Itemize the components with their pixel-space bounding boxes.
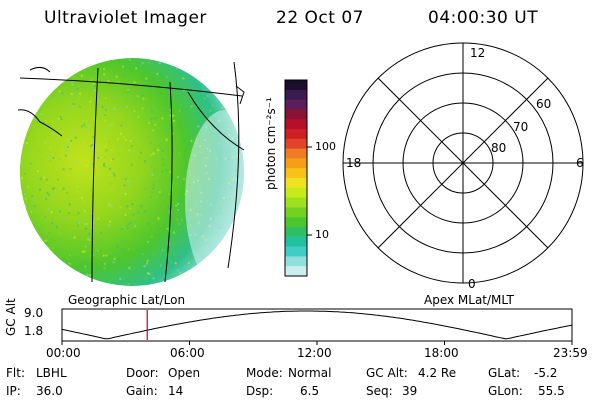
gain-label: Gain: xyxy=(126,384,158,398)
dsp-value: 6.5 xyxy=(300,384,320,398)
colorbar-segment xyxy=(285,178,307,189)
timeline-xtick-2359: 23:59 xyxy=(553,346,588,360)
glon-label: GLon: xyxy=(488,384,523,398)
colorbar-segment xyxy=(285,148,307,159)
date-label: 22 Oct 07 xyxy=(276,8,364,28)
door-value: Open xyxy=(168,366,201,380)
colorbar-segment xyxy=(285,197,307,208)
colorbar-segment xyxy=(285,158,307,169)
colorbar-segment xyxy=(285,246,307,257)
timeline-ylabel: GC Alt xyxy=(4,298,18,336)
geographic-caption: Geographic Lat/Lon xyxy=(68,293,186,307)
glat-label: GLat: xyxy=(488,366,521,380)
time-label: 04:00:30 UT xyxy=(428,8,539,28)
colorbar-unit-label: photon cm⁻²s⁻¹ xyxy=(264,97,278,190)
gain-value: 14 xyxy=(168,384,184,398)
colorbar-segment xyxy=(285,227,307,238)
door-label: Door: xyxy=(126,366,159,380)
timeline-ytick-low: 1.8 xyxy=(24,324,44,338)
flt-label: Flt: xyxy=(6,366,25,380)
timeline-xtick-0000: 00:00 xyxy=(46,346,81,360)
orbit-timeline-plot xyxy=(61,308,573,345)
colorbar-segment xyxy=(285,217,307,228)
colorbar-segment xyxy=(285,236,307,248)
mlt-label-18: 18 xyxy=(346,156,362,170)
colorbar-tick-10: 10 xyxy=(315,228,329,241)
ip-value: 36.0 xyxy=(36,384,63,398)
mlt-label-12: 12 xyxy=(470,46,486,60)
ip-label: IP: xyxy=(6,384,21,398)
colorbar-segment xyxy=(285,207,307,218)
mlt-label-6: 6 xyxy=(576,156,584,170)
gcalt-value: 4.2 Re xyxy=(418,366,457,380)
mlat-label-60: 60 xyxy=(536,97,552,111)
earth-disk-image xyxy=(20,58,244,286)
timeline-ytick-high: 9.0 xyxy=(24,306,44,320)
colorbar-segment xyxy=(285,119,307,130)
gcalt-label: GC Alt: xyxy=(366,366,408,380)
colorbar-segment xyxy=(285,99,307,110)
colorbar xyxy=(285,80,307,277)
flt-value: LBHL xyxy=(36,366,67,380)
colorbar-segment xyxy=(285,80,307,91)
apex-caption: Apex MLat/MLT xyxy=(424,293,514,307)
colorbar-segment xyxy=(285,187,307,199)
seq-label: Seq: xyxy=(366,384,393,398)
instrument-title: Ultraviolet Imager xyxy=(44,8,207,28)
colorbar-segment xyxy=(285,109,307,120)
colorbar-segment xyxy=(285,129,307,140)
colorbar-segment xyxy=(285,89,307,101)
mlat-label-70: 70 xyxy=(513,120,529,134)
polar-plot xyxy=(342,42,584,284)
mlt-label-0: 0 xyxy=(468,277,476,291)
dsp-label: Dsp: xyxy=(246,384,274,398)
glon-value: 55.5 xyxy=(538,384,565,398)
geographic-grid-lines xyxy=(17,61,245,283)
glat-value: -5.2 xyxy=(534,366,558,380)
mlat-label-80: 80 xyxy=(491,141,507,155)
timeline-xtick-0600: 06:00 xyxy=(170,346,205,360)
mode-label: Mode: xyxy=(246,366,283,380)
seq-value: 39 xyxy=(402,384,418,398)
timeline-xtick-1800: 18:00 xyxy=(424,346,459,360)
colorbar-segment xyxy=(285,168,307,179)
mode-value: Normal xyxy=(288,366,332,380)
colorbar-tick-100: 100 xyxy=(315,140,336,153)
timeline-xtick-1200: 12:00 xyxy=(297,346,332,360)
colorbar-segment xyxy=(285,256,307,267)
colorbar-segment xyxy=(285,138,307,150)
colorbar-segment xyxy=(285,266,307,277)
